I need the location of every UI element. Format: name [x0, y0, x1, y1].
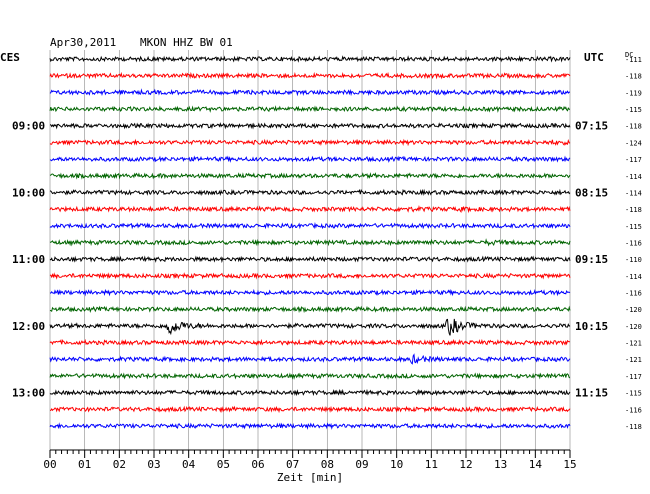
x-tick-label: 12	[459, 458, 472, 471]
dc-offset-label: -121	[625, 340, 642, 348]
x-tick-label: 13	[494, 458, 507, 471]
dc-offset-label: -117	[625, 156, 642, 164]
trace-20	[49, 388, 571, 397]
x-tick-label: 01	[78, 458, 91, 471]
chart-date: Apr30,2011	[50, 36, 116, 49]
dc-offset-label: -118	[625, 123, 642, 131]
x-axis-title: Zeit [min]	[277, 471, 343, 484]
right-time-label: 10:15	[575, 320, 608, 333]
trace-18	[49, 353, 571, 365]
trace-7	[49, 172, 571, 180]
dc-offset-label: -121	[625, 356, 642, 364]
x-tick-label: 06	[251, 458, 264, 471]
x-tick-label: 15	[563, 458, 576, 471]
trace-0	[49, 55, 571, 63]
dc-offset-label: -118	[625, 423, 642, 431]
trace-10	[49, 222, 571, 230]
trace-5	[49, 138, 571, 147]
trace-12	[49, 255, 571, 264]
x-tick-label: 09	[355, 458, 368, 471]
left-time-label: 11:00	[12, 253, 45, 266]
dc-offset-label: -110	[625, 256, 642, 264]
x-axis: 00 01 02 03 04 05 06 07 08 09 10 11 12 13 14 15	[43, 449, 577, 471]
dc-offset-label: -117	[625, 373, 642, 381]
right-time-label: 08:15	[575, 186, 608, 199]
trace-4	[49, 122, 571, 130]
trace-21	[50, 405, 571, 414]
x-tick-label: 10	[390, 458, 403, 471]
chart-station: MKON HHZ BW 01	[140, 36, 233, 49]
dc-offset-label: -115	[625, 106, 642, 114]
left-time-label: 09:00	[12, 120, 45, 133]
trace-19	[49, 372, 571, 380]
dc-offset-label: -118	[625, 206, 642, 214]
trace-1	[49, 71, 571, 80]
left-time-label: 12:00	[12, 320, 45, 333]
dc-offset-label: -115	[625, 223, 642, 231]
trace-2	[49, 88, 570, 97]
trace-14	[49, 288, 571, 297]
trace-22	[49, 422, 571, 430]
dc-offset-label: -120	[625, 306, 642, 314]
trace-16	[49, 318, 571, 336]
x-tick-label: 08	[321, 458, 334, 471]
dc-label: DC	[625, 51, 633, 59]
dc-offset-label: -114	[625, 173, 642, 181]
dc-offset-label: -119	[625, 89, 642, 97]
trace-3	[49, 105, 570, 113]
left-zone-label: CES	[0, 51, 20, 64]
x-tick-label: 11	[425, 458, 438, 471]
x-tick-label: 03	[147, 458, 160, 471]
trace-6	[49, 155, 571, 163]
trace-17	[49, 338, 571, 346]
dc-offset-label: -116	[625, 290, 642, 298]
dc-offset-label: -114	[625, 273, 642, 281]
right-time-label: 09:15	[575, 253, 608, 266]
x-tick-label: 04	[182, 458, 196, 471]
trace-8	[49, 188, 571, 197]
trace-13	[49, 272, 571, 280]
x-tick-label: 14	[529, 458, 543, 471]
dc-offset-label: -118	[625, 73, 642, 81]
x-tick-label: 07	[286, 458, 299, 471]
dc-offset-label: -124	[625, 139, 642, 147]
left-time-label: 13:00	[12, 387, 45, 400]
grid-lines	[49, 50, 571, 450]
left-time-label: 10:00	[12, 186, 45, 199]
trace-11	[49, 238, 571, 247]
dc-offset-label: -114	[625, 189, 642, 197]
x-tick-label: 02	[113, 458, 126, 471]
dc-offset-label: -116	[625, 406, 642, 414]
seismic-traces	[49, 55, 571, 430]
dc-offset-label: -115	[625, 390, 642, 398]
time-labels: 09:00 10:00 11:00 12:00 13:00 07:15 08:15 09:15…	[12, 56, 642, 431]
x-tick-label: 00	[43, 458, 56, 471]
dc-offset-label: -120	[625, 323, 642, 331]
right-zone-label: UTC	[584, 51, 604, 64]
x-tick-label: 05	[217, 458, 230, 471]
trace-9	[49, 205, 571, 214]
right-time-label: 11:15	[575, 387, 608, 400]
dc-offset-label: -116	[625, 239, 642, 247]
right-time-label: 07:15	[575, 120, 608, 133]
dc-offset-label: -111	[625, 56, 642, 64]
trace-15	[49, 305, 571, 314]
